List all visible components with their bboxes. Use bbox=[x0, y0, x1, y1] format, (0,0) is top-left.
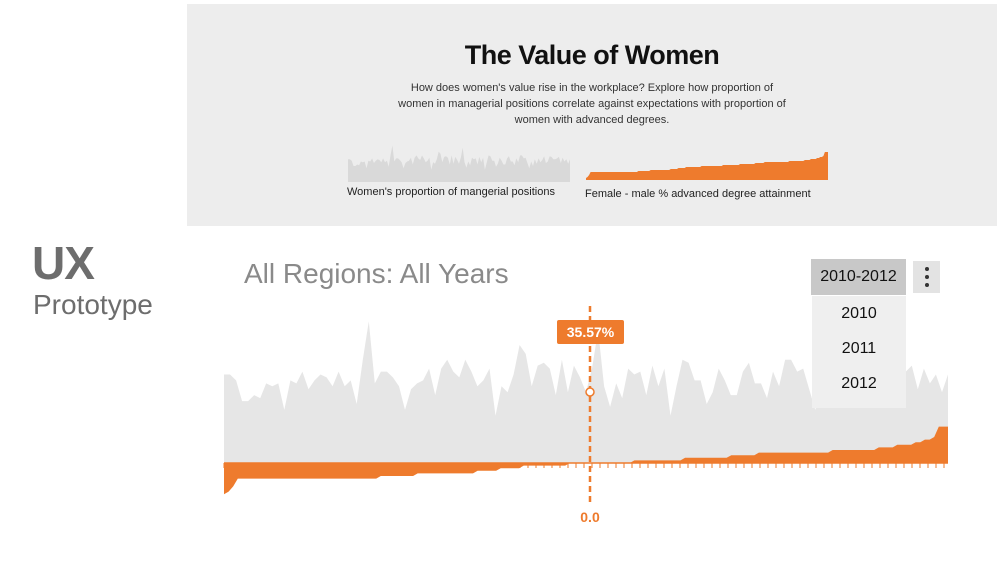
year-option-2012[interactable]: 2012 bbox=[841, 374, 877, 392]
marker-point bbox=[585, 387, 595, 397]
year-dropdown-menu: 2010 2011 2012 bbox=[812, 296, 906, 408]
year-option-2011[interactable]: 2011 bbox=[841, 339, 877, 357]
region-title: All Regions: All Years bbox=[244, 258, 509, 289]
more-vertical-icon bbox=[924, 267, 929, 271]
page-description: How does women's value rise in the workp… bbox=[398, 82, 786, 126]
more-vertical-icon bbox=[924, 283, 929, 287]
year-option-2010[interactable]: 2010 bbox=[841, 304, 877, 322]
more-options-button[interactable] bbox=[913, 261, 940, 293]
managerial-sparkline[interactable] bbox=[348, 144, 570, 182]
axis-zero-label: 0.0 bbox=[580, 509, 600, 525]
page-title: The Value of Women bbox=[464, 40, 720, 70]
degree-attainment-sparkline[interactable] bbox=[586, 152, 828, 180]
ux-title: UX bbox=[32, 237, 95, 289]
degree-attainment-area bbox=[224, 426, 948, 495]
x-axis-ticks bbox=[223, 463, 945, 468]
marker-value-badge: 35.57% bbox=[557, 320, 624, 344]
sparkline-left-label: Women's proportion of mangerial position… bbox=[347, 186, 555, 198]
degree-attainment-area-series bbox=[224, 426, 948, 495]
year-range-dropdown[interactable]: 2010-2012 bbox=[811, 259, 906, 295]
header-panel: The Value of Women How does women's valu… bbox=[187, 4, 997, 226]
ux-subtitle: Prototype bbox=[33, 289, 153, 320]
more-vertical-icon bbox=[924, 275, 929, 279]
sparkline-right-label: Female - male % advanced degree attainme… bbox=[585, 188, 811, 200]
